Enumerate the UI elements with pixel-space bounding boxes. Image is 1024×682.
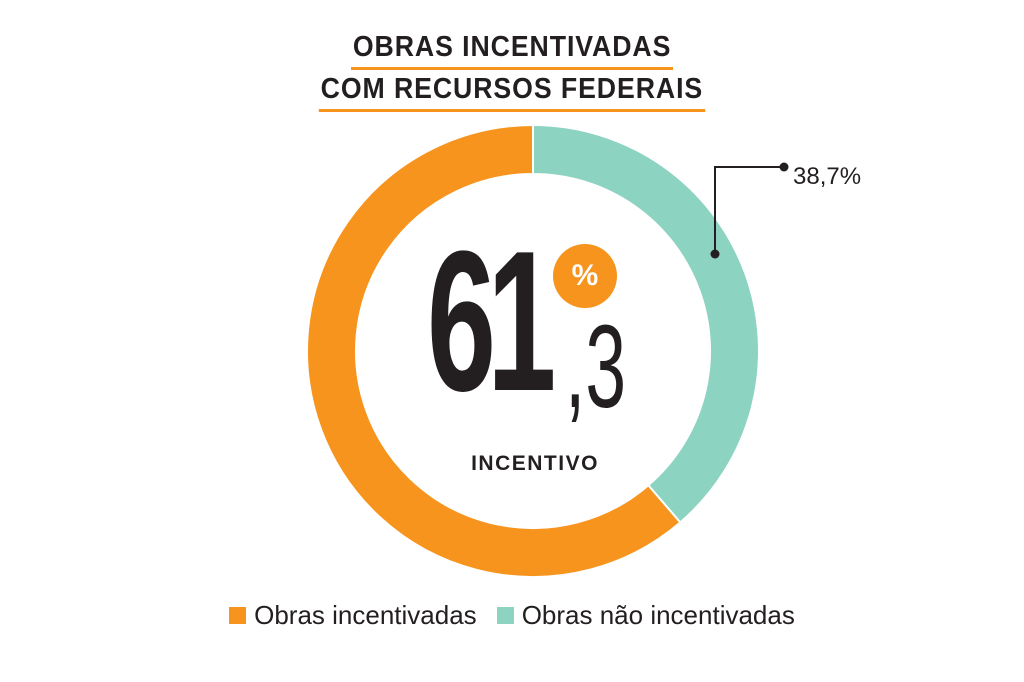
- donut-slice-not-incentivized: [532, 123, 760, 524]
- chart-title: OBRAS INCENTIVADAS COM RECURSOS FEDERAIS: [0, 30, 1024, 114]
- legend-label-incentivized: Obras incentivadas: [254, 600, 477, 630]
- legend: Obras incentivadas Obras não incentivada…: [0, 600, 1024, 631]
- center-label: INCENTIVO: [471, 452, 599, 475]
- donut-slice-incentivized: [306, 123, 682, 578]
- legend-swatch-incentivized: [229, 607, 247, 624]
- callout-leader: [710, 162, 789, 259]
- center-value-integer: 61: [427, 210, 556, 433]
- donut-slices: [306, 123, 760, 578]
- chart-title-line-2: COM RECURSOS FEDERAIS: [318, 72, 706, 112]
- legend-swatch-not-incentivized: [496, 607, 514, 624]
- chart-title-line-1: OBRAS INCENTIVADAS: [350, 30, 674, 70]
- percent-badge: %: [553, 244, 617, 308]
- center-value-decimal: ,3: [565, 301, 627, 433]
- legend-item-incentivized: Obras incentivadas: [229, 600, 477, 631]
- callout-line: [714, 166, 784, 254]
- callout-end-dot: [779, 162, 789, 172]
- callout-value-label: 38,7%: [793, 163, 862, 190]
- legend-label-not-incentivized: Obras não incentivadas: [521, 600, 795, 630]
- legend-item-not-incentivized: Obras não incentivadas: [496, 600, 795, 631]
